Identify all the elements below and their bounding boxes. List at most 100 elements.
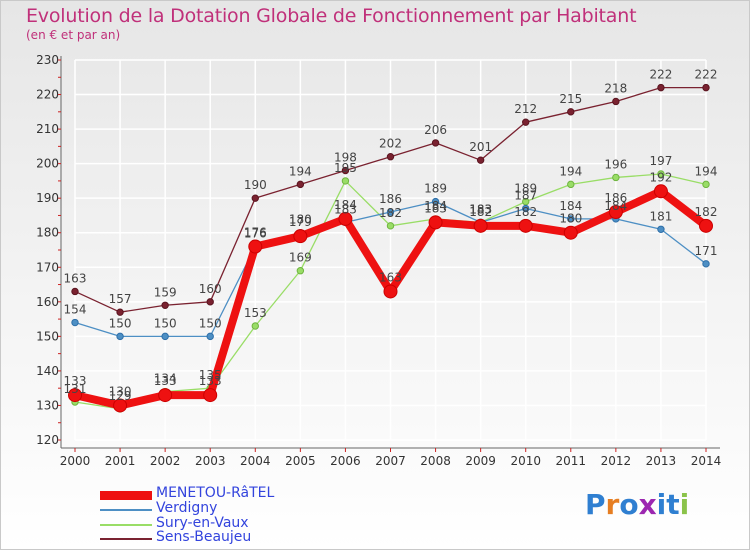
data-label-sury-en-vaux: 135 xyxy=(199,368,222,382)
x-tick-label: 2005 xyxy=(285,454,316,468)
data-label-sens-beaujeu: 190 xyxy=(244,178,267,192)
y-tick-label: 220 xyxy=(36,88,59,102)
data-label-sens-beaujeu: 201 xyxy=(469,140,492,154)
data-point-sury-en-vaux xyxy=(296,267,305,275)
logo-letter: x xyxy=(638,488,657,521)
data-point-verdigny xyxy=(116,332,124,341)
data-label-sens-beaujeu: 163 xyxy=(64,271,87,285)
data-label-sens-beaujeu: 206 xyxy=(424,123,447,137)
logo-letter: i xyxy=(656,488,667,521)
x-tick-label: 2002 xyxy=(150,454,181,468)
data-point-sens-beaujeu xyxy=(612,97,620,106)
data-point-sens-beaujeu xyxy=(476,156,485,164)
data-label-menetou-r-tel: 176 xyxy=(244,226,267,240)
legend-label: MENETOU-RâTEL xyxy=(156,485,275,501)
data-point-menetou-r-tel xyxy=(518,218,533,233)
legend-swatch xyxy=(100,509,152,511)
legend-label: Sens-Beaujeu xyxy=(156,529,252,545)
data-point-sury-en-vaux xyxy=(567,180,575,189)
data-label-menetou-r-tel: 182 xyxy=(695,205,718,219)
x-tick-label: 2001 xyxy=(105,454,136,468)
data-label-verdigny: 183 xyxy=(334,202,357,216)
y-tick-label: 210 xyxy=(36,122,59,136)
data-point-sens-beaujeu xyxy=(251,194,259,202)
data-label-menetou-r-tel: 182 xyxy=(469,205,492,219)
data-point-verdigny xyxy=(702,260,710,268)
data-point-sury-en-vaux xyxy=(522,197,530,206)
x-tick-label: 2009 xyxy=(465,454,496,468)
data-point-verdigny xyxy=(161,332,169,341)
logo-letter: o xyxy=(619,488,639,521)
data-label-sury-en-vaux: 182 xyxy=(379,206,402,220)
data-label-verdigny: 180 xyxy=(289,213,312,227)
data-point-menetou-r-tel xyxy=(113,398,128,413)
data-label-menetou-r-tel: 192 xyxy=(649,170,672,184)
data-point-menetou-r-tel xyxy=(608,205,623,219)
y-tick-label: 190 xyxy=(36,191,59,205)
data-point-verdigny xyxy=(71,318,79,327)
logo-letter: i xyxy=(679,488,690,521)
data-label-sens-beaujeu: 198 xyxy=(334,151,357,165)
data-label-menetou-r-tel: 133 xyxy=(154,374,177,388)
proxiti-logo: Proxiti xyxy=(585,488,689,521)
y-tick-label: 170 xyxy=(36,260,59,274)
data-label-verdigny: 189 xyxy=(424,182,447,196)
logo-letter: P xyxy=(585,488,606,521)
data-point-sury-en-vaux xyxy=(702,180,710,189)
x-tick-label: 2004 xyxy=(240,454,271,468)
legend-label: Verdigny xyxy=(156,500,218,516)
data-point-sens-beaujeu xyxy=(522,118,530,126)
data-point-verdigny xyxy=(522,204,530,213)
x-tick-label: 2011 xyxy=(556,454,587,468)
y-tick-label: 180 xyxy=(36,226,59,240)
data-point-menetou-r-tel xyxy=(383,284,398,299)
data-label-sury-en-vaux: 129 xyxy=(109,389,132,403)
data-label-sens-beaujeu: 222 xyxy=(649,68,672,82)
data-label-verdigny: 184 xyxy=(559,199,582,213)
data-point-sens-beaujeu xyxy=(116,308,124,316)
legend-swatch xyxy=(100,538,152,540)
grid-layer xyxy=(74,59,707,441)
data-label-sens-beaujeu: 218 xyxy=(604,81,627,95)
data-point-sens-beaujeu xyxy=(71,287,79,296)
data-point-menetou-r-tel xyxy=(428,215,443,230)
data-label-verdigny: 154 xyxy=(64,303,87,317)
data-point-verdigny xyxy=(431,197,440,206)
data-point-sens-beaujeu xyxy=(567,108,575,116)
data-label-menetou-r-tel: 133 xyxy=(199,374,222,388)
data-label-verdigny: 150 xyxy=(154,316,177,330)
x-tick-label: 2010 xyxy=(510,454,541,468)
logo-letter: t xyxy=(666,488,680,521)
data-point-menetou-r-tel xyxy=(473,218,488,233)
y-tick-label: 130 xyxy=(36,398,59,412)
data-point-sens-beaujeu xyxy=(296,180,305,189)
data-label-verdigny: 171 xyxy=(695,244,718,258)
data-label-sens-beaujeu: 215 xyxy=(559,92,582,106)
axis-layer: 120 130 140 150 160 170 180 190 200 210 220 230 2000… xyxy=(36,53,721,468)
data-label-menetou-r-tel: 163 xyxy=(379,270,402,284)
data-point-menetou-r-tel xyxy=(563,225,578,240)
data-label-sens-beaujeu: 194 xyxy=(289,164,312,178)
data-point-menetou-r-tel xyxy=(68,388,82,403)
data-point-menetou-r-tel xyxy=(338,211,353,226)
y-tick-label: 140 xyxy=(36,364,59,378)
data-label-menetou-r-tel: 180 xyxy=(559,212,582,226)
data-point-sury-en-vaux xyxy=(657,170,665,178)
data-label-verdigny: 186 xyxy=(379,192,402,206)
data-label-verdigny: 184 xyxy=(604,199,627,213)
x-tick-label: 2008 xyxy=(420,454,451,468)
y-tick-label: 230 xyxy=(36,53,59,67)
data-label-sury-en-vaux: 194 xyxy=(559,164,582,178)
data-label-sury-en-vaux: 131 xyxy=(64,382,87,396)
data-point-menetou-r-tel xyxy=(248,239,263,254)
data-label-sury-en-vaux: 197 xyxy=(649,154,672,168)
data-label-verdigny: 181 xyxy=(649,209,672,223)
data-point-sens-beaujeu xyxy=(431,139,440,147)
data-label-sens-beaujeu: 222 xyxy=(695,68,718,82)
data-point-menetou-r-tel xyxy=(653,184,668,199)
data-point-sury-en-vaux xyxy=(612,173,620,182)
data-label-verdigny: 183 xyxy=(469,202,492,216)
data-point-sury-en-vaux xyxy=(386,222,395,230)
